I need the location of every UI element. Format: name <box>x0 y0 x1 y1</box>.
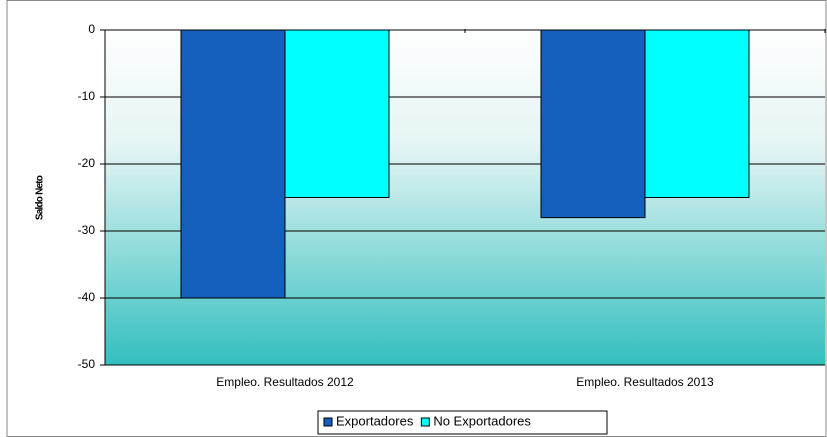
legend-label: Exportadores <box>336 413 414 428</box>
legend-swatch <box>420 417 430 427</box>
x-tick-label: Empleo. Resultados 2013 <box>576 375 714 389</box>
y-tick-label: -50 <box>78 357 96 371</box>
legend-label: No Exportadores <box>433 413 531 428</box>
y-tick-label: -30 <box>78 223 96 237</box>
y-tick-label: -40 <box>78 290 96 304</box>
bar <box>284 29 390 198</box>
x-tick-label: Empleo. Resultados 2012 <box>216 375 354 389</box>
bar <box>644 29 750 198</box>
bar <box>540 29 646 219</box>
legend-swatch <box>323 417 333 427</box>
y-axis-label: Saldo Neto <box>35 175 46 220</box>
legend-box <box>317 410 608 435</box>
bar <box>180 29 286 299</box>
y-tick-label: -20 <box>78 156 96 170</box>
y-tick-label: -10 <box>78 89 96 103</box>
y-tick-label: 0 <box>88 22 95 36</box>
